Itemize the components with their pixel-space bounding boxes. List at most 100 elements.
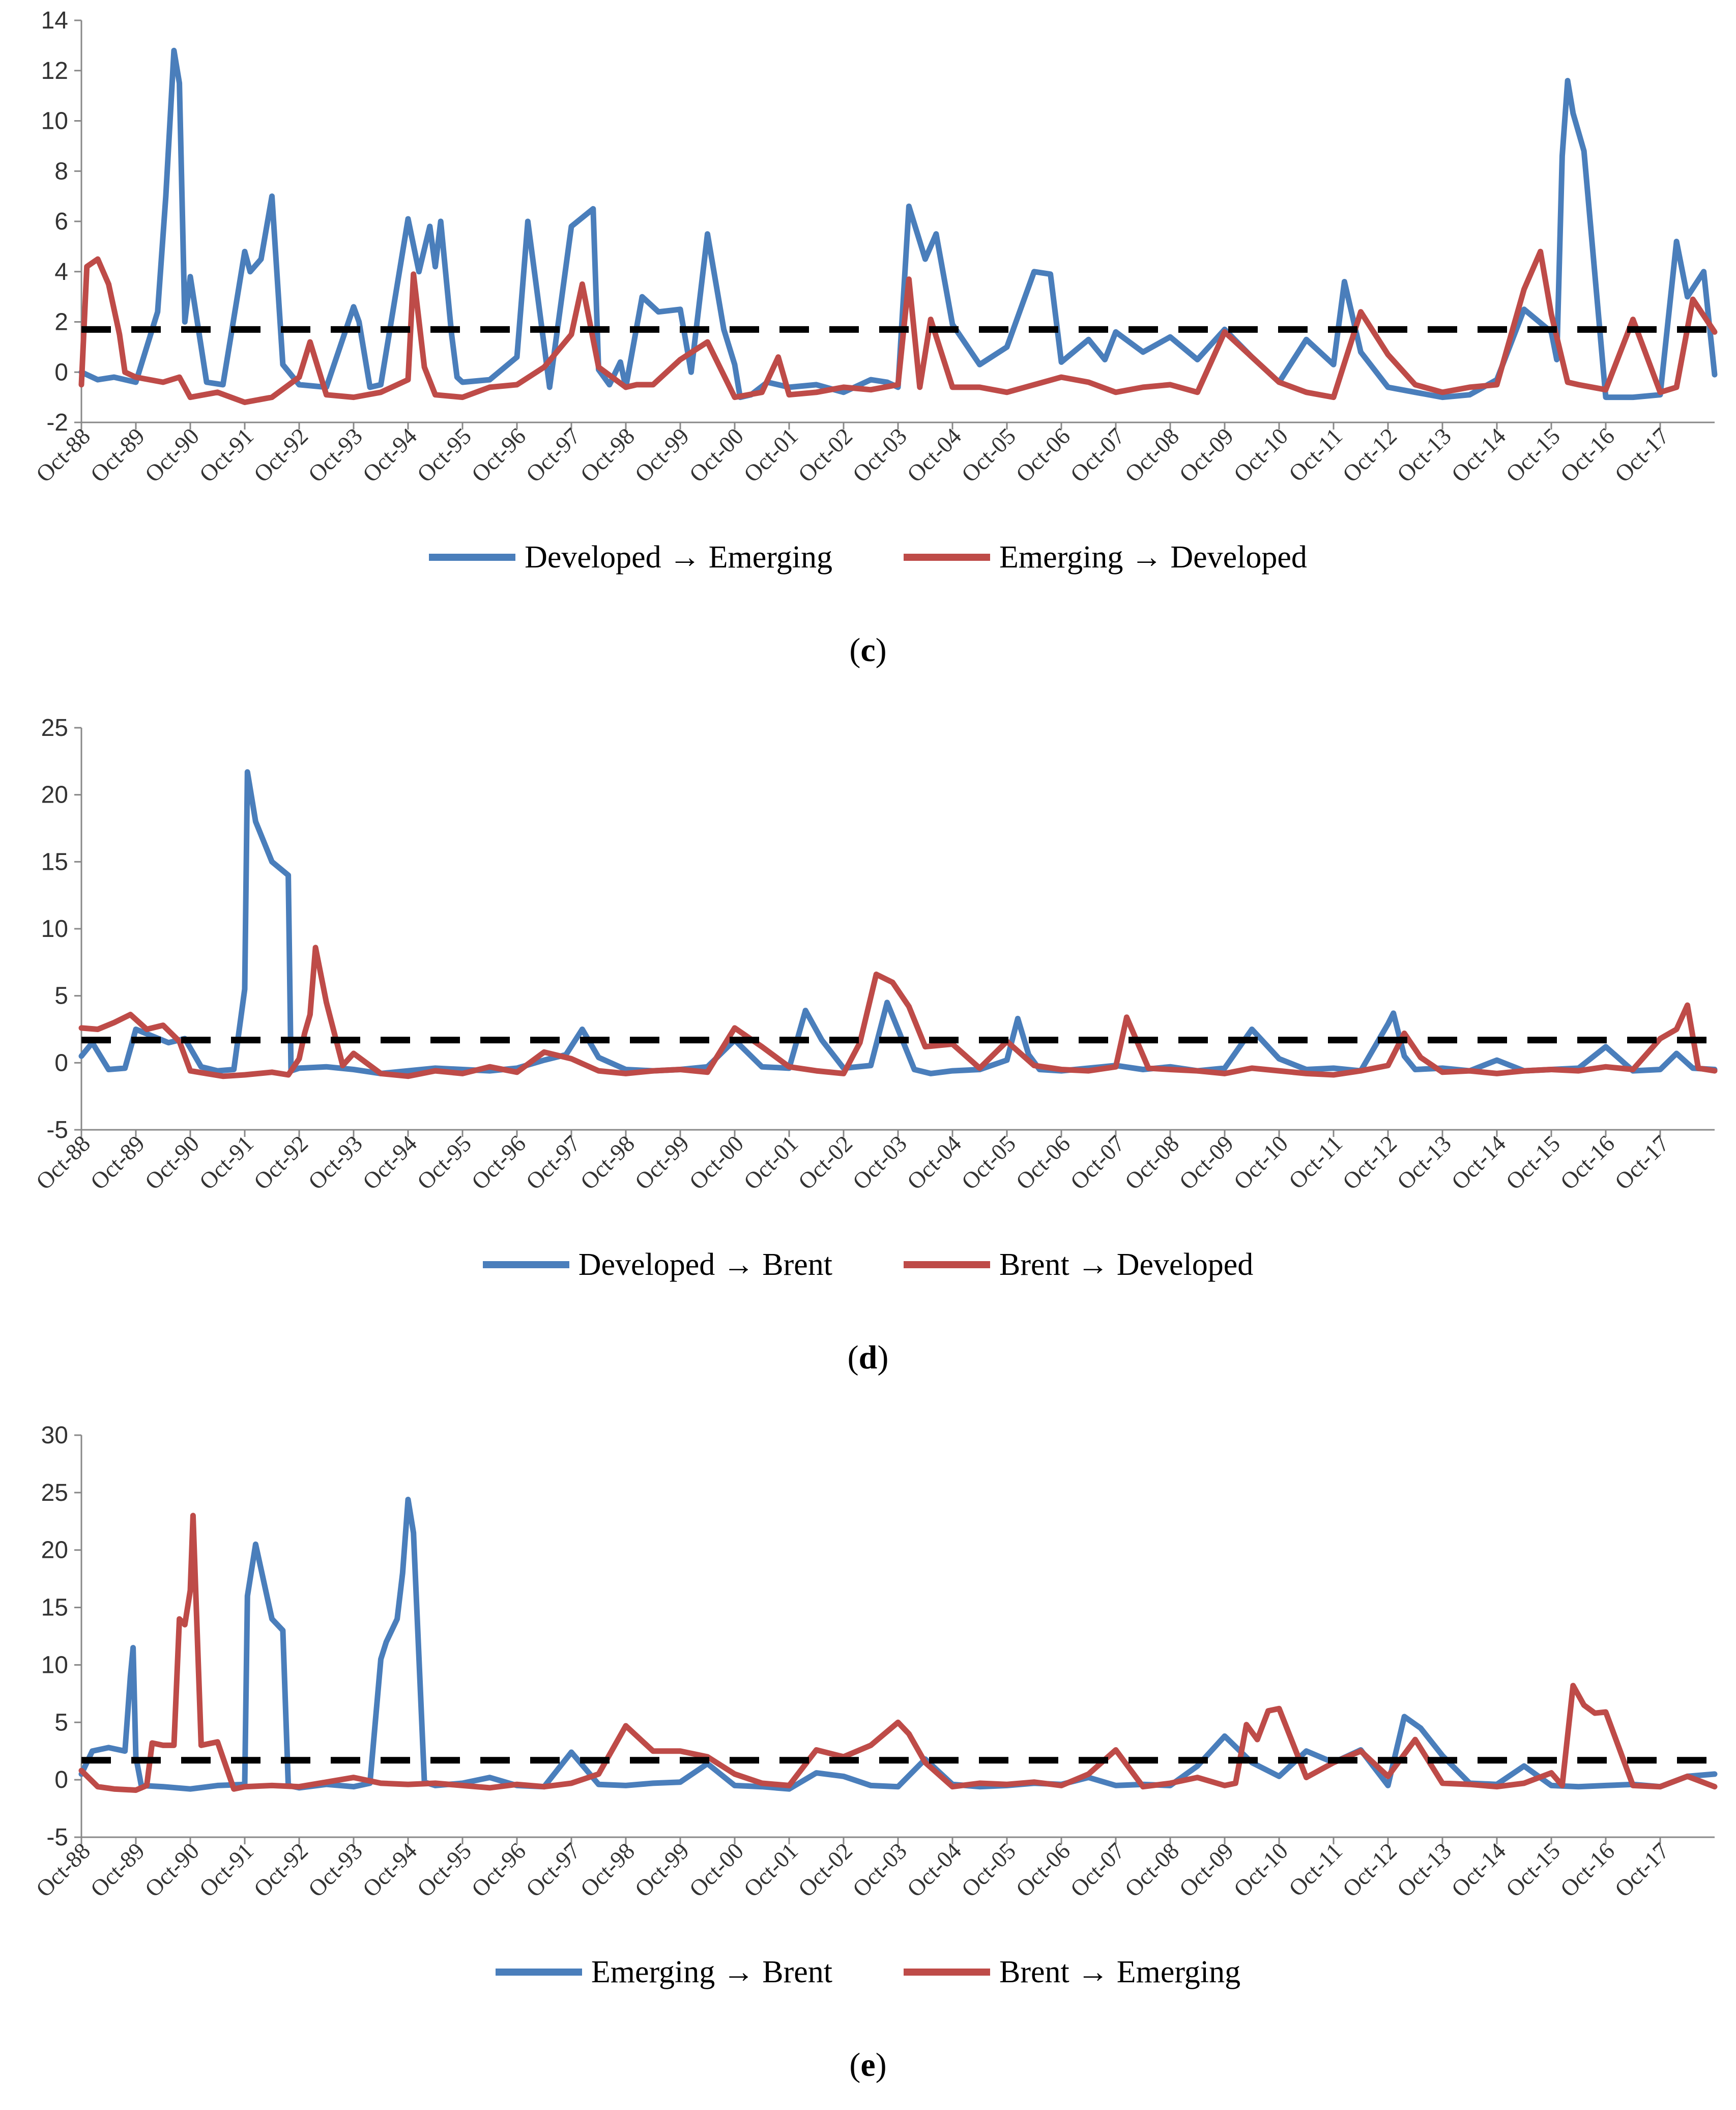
x-tick-label: Oct-94 xyxy=(358,1838,422,1902)
legend-label: Developed → Emerging xyxy=(525,539,832,575)
x-tick-label: Oct-05 xyxy=(957,1130,1021,1194)
series-line-blue xyxy=(78,1496,1718,1792)
legend-label: Developed → Brent xyxy=(578,1247,832,1282)
x-tick-label: Oct-15 xyxy=(1501,423,1565,487)
x-tick-label: Oct-98 xyxy=(575,1130,640,1194)
y-tick-label: 25 xyxy=(41,715,68,742)
chart-e: -5051015202530Oct-88Oct-89Oct-90Oct-91Oc… xyxy=(31,1422,1718,1902)
x-tick-label: Oct-08 xyxy=(1120,1130,1184,1194)
y-tick-label: 12 xyxy=(41,58,68,84)
legend-entry: Emerging → Developed xyxy=(904,539,1307,576)
y-tick-label: 0 xyxy=(54,1049,68,1076)
x-tick-label: Oct-95 xyxy=(412,423,476,487)
x-tick-label: Oct-90 xyxy=(140,1130,204,1194)
x-tick-label: Oct-15 xyxy=(1501,1838,1565,1902)
x-tick-label: Oct-09 xyxy=(1174,1838,1238,1902)
chart-c: -202468101214Oct-88Oct-89Oct-90Oct-91Oct… xyxy=(31,7,1718,487)
x-tick-label: Oct-13 xyxy=(1392,1130,1456,1194)
legend-swatch-red xyxy=(904,1261,990,1268)
x-tick-label: Oct-15 xyxy=(1501,1130,1565,1194)
x-tick-label: Oct-07 xyxy=(1065,1130,1130,1194)
x-tick-label: Oct-00 xyxy=(684,423,748,487)
legend-label: Emerging → Brent xyxy=(591,1954,832,1989)
legend-swatch-red xyxy=(904,554,990,561)
x-tick-label: Oct-16 xyxy=(1555,1838,1619,1902)
x-tick-label: Oct-89 xyxy=(85,1130,150,1194)
x-tick-label: Oct-02 xyxy=(793,1838,857,1902)
x-tick-label: Oct-09 xyxy=(1174,1130,1238,1194)
legend-label: Brent → Emerging xyxy=(999,1954,1241,1989)
x-tick-label: Oct-95 xyxy=(412,1130,476,1194)
legend-label: Emerging → Developed xyxy=(999,539,1307,575)
chart-panel-c: -2 0 2 4 6 8 10 12 14 Oct-88 Oct-89 Oct-90 Oct-91 Oct… xyxy=(0,0,1736,707)
x-tick-label: Oct-14 xyxy=(1446,423,1511,487)
y-tick-label: 4 xyxy=(54,259,68,286)
x-tick-label: Oct-13 xyxy=(1392,1838,1456,1902)
x-tick-label: Oct-93 xyxy=(303,1838,367,1902)
x-tick-label: Oct-16 xyxy=(1555,423,1619,487)
x-tick-label: Oct-96 xyxy=(467,1130,531,1194)
x-tick-label: Oct-97 xyxy=(521,1130,585,1194)
x-tick-label: Oct-02 xyxy=(793,1130,857,1194)
y-tick-label: 5 xyxy=(54,983,68,1010)
x-tick-label: Oct-96 xyxy=(467,1838,531,1902)
x-tick-label: Oct-07 xyxy=(1065,1838,1130,1902)
x-tick-label: Oct-98 xyxy=(575,423,640,487)
x-tick-label: Oct-00 xyxy=(684,1838,748,1902)
x-tick-label: Oct-89 xyxy=(85,1838,150,1902)
x-tick-label: Oct-03 xyxy=(848,1838,912,1902)
x-tick-label: Oct-12 xyxy=(1338,1130,1402,1194)
y-tick-label: -5 xyxy=(46,1824,68,1851)
x-tick-label: Oct-99 xyxy=(630,1130,694,1194)
x-tick-label: Oct-94 xyxy=(358,1130,422,1194)
chart-panel-e: -5 0 5 10 15 20 25 30 Oct-88 Oct-89 Oct-90 Oct-91 Oc… xyxy=(0,1415,1736,2110)
y-tick-label: -2 xyxy=(46,409,68,436)
x-tick-label: Oct-12 xyxy=(1338,1838,1402,1902)
x-tick-label: Oct-17 xyxy=(1610,423,1674,487)
x-tick-label: Oct-97 xyxy=(521,1838,585,1902)
x-tick-label: Oct-08 xyxy=(1120,1838,1184,1902)
x-tick-label: Oct-96 xyxy=(467,423,531,487)
x-tick-label: Oct-92 xyxy=(249,1130,313,1194)
x-tick-label: Oct-09 xyxy=(1174,423,1238,487)
x-tick-label: Oct-06 xyxy=(1011,1838,1075,1902)
y-tick-label: 25 xyxy=(41,1479,68,1506)
x-tick-label: Oct-16 xyxy=(1555,1130,1619,1194)
series-line-blue xyxy=(78,47,1718,401)
x-tick-label: Oct-14 xyxy=(1446,1130,1511,1194)
chart-d: -50510152025Oct-88Oct-89Oct-90Oct-91Oct-… xyxy=(31,715,1718,1194)
x-tick-label: Oct-05 xyxy=(957,1838,1021,1902)
caption-c: (c) xyxy=(849,632,887,669)
legend-swatch-blue xyxy=(495,1969,582,1976)
x-tick-label: Oct-13 xyxy=(1392,423,1456,487)
x-tick-label: Oct-92 xyxy=(249,1838,313,1902)
legend-swatch-red xyxy=(904,1969,990,1976)
x-tick-label: Oct-04 xyxy=(902,1838,966,1902)
x-tick-label: Oct-03 xyxy=(848,1130,912,1194)
legend-e: Emerging → Brent Brent → Emerging xyxy=(0,1949,1736,1995)
y-tick-label: 10 xyxy=(41,916,68,943)
x-tick-label: Oct-91 xyxy=(194,1130,258,1194)
series-line-blue xyxy=(78,769,1718,1076)
x-tick-label: Oct-98 xyxy=(575,1838,640,1902)
y-tick-label: 15 xyxy=(41,1594,68,1621)
y-tick-label: 20 xyxy=(41,1537,68,1564)
legend-entry: Emerging → Brent xyxy=(495,1954,832,1990)
y-tick-label: 30 xyxy=(41,1422,68,1449)
legend-swatch-blue xyxy=(482,1261,569,1268)
x-tick-label: Oct-03 xyxy=(848,423,912,487)
y-tick-label: 10 xyxy=(41,1651,68,1678)
y-tick-label: 15 xyxy=(41,848,68,875)
x-tick-label: Oct-01 xyxy=(739,423,803,487)
x-tick-label: Oct-93 xyxy=(303,423,367,487)
y-tick-label: 6 xyxy=(54,208,68,235)
caption-e: (e) xyxy=(849,2046,887,2084)
x-tick-label: Oct-01 xyxy=(739,1130,803,1194)
legend-entry: Brent → Emerging xyxy=(904,1954,1240,1990)
x-tick-label: Oct-97 xyxy=(521,423,585,487)
series-line-red xyxy=(78,248,1718,405)
x-tick-label: Oct-10 xyxy=(1229,1130,1293,1194)
chart-panel-d: -5 0 5 10 15 20 25 Oct-88 Oct-89 Oct-90 Oct-91 Oct-… xyxy=(0,707,1736,1415)
series-line-red xyxy=(78,1513,1718,1793)
x-tick-label: Oct-99 xyxy=(630,423,694,487)
